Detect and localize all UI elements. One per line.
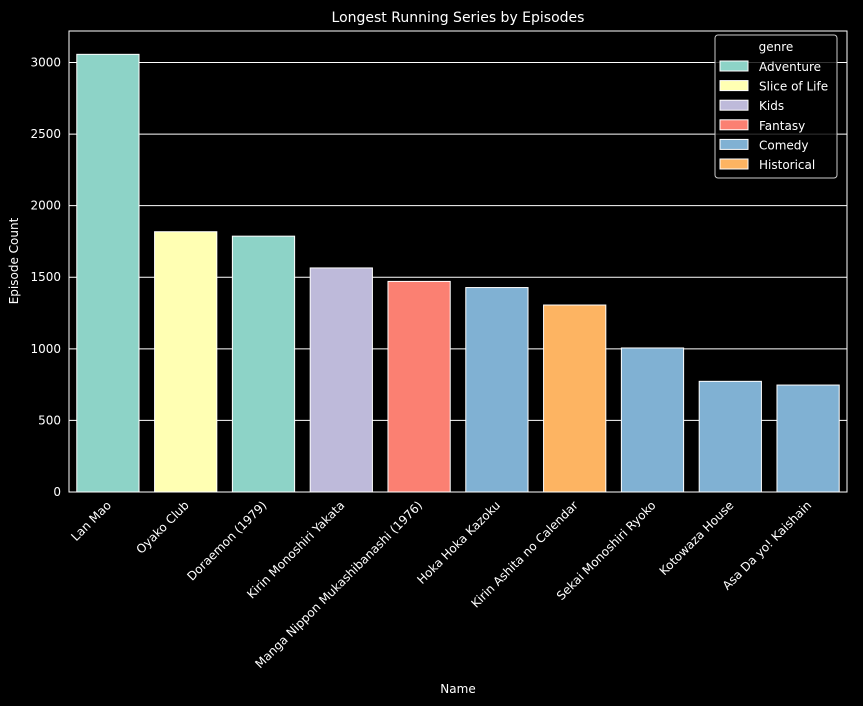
bar bbox=[465, 287, 529, 493]
plot-frame bbox=[68, 30, 848, 493]
chart-title: Longest Running Series by Episodes bbox=[332, 10, 585, 26]
legend-swatch bbox=[719, 99, 749, 111]
y-tick-label: 1000 bbox=[30, 342, 61, 356]
legend-title: genre bbox=[759, 40, 794, 54]
y-tick-label: 500 bbox=[38, 413, 61, 427]
y-tick-label: 1500 bbox=[30, 270, 61, 284]
legend-items: Adventure Slice of Life Kids Fantasy Comedy H… bbox=[719, 60, 828, 172]
bar bbox=[76, 53, 140, 493]
legend-swatch bbox=[719, 138, 749, 150]
y-tick-label: 2000 bbox=[30, 199, 61, 213]
legend-label: Historical bbox=[759, 158, 815, 172]
bar bbox=[698, 380, 762, 493]
bar bbox=[387, 280, 451, 493]
y-tick-label: 3000 bbox=[30, 55, 61, 69]
legend-label: Comedy bbox=[759, 138, 809, 152]
bar bbox=[543, 304, 607, 493]
axes bbox=[68, 30, 848, 493]
legend-label: Fantasy bbox=[759, 119, 805, 133]
y-tick-label: 2500 bbox=[30, 127, 61, 141]
y-tick-label: 0 bbox=[53, 485, 61, 499]
y-axis-label: Episode Count bbox=[7, 217, 21, 304]
legend: genre Adventure Slice of Life Kids Fantasy C… bbox=[714, 34, 838, 179]
legend-swatch bbox=[719, 80, 749, 92]
bars bbox=[76, 53, 840, 493]
legend-swatch bbox=[719, 158, 749, 170]
bar bbox=[231, 235, 296, 493]
x-axis-label: Name bbox=[440, 682, 475, 696]
bar bbox=[154, 231, 218, 493]
legend-label: Adventure bbox=[759, 60, 821, 74]
legend-label: Slice of Life bbox=[759, 80, 828, 94]
bar bbox=[776, 384, 840, 493]
legend-swatch bbox=[719, 60, 749, 72]
legend-swatch bbox=[719, 119, 749, 131]
bar bbox=[309, 267, 373, 493]
y-tick-labels: 0 500 1000 1500 2000 2500 3000 bbox=[30, 55, 61, 499]
bar bbox=[620, 347, 685, 493]
legend-label: Kids bbox=[759, 99, 784, 113]
